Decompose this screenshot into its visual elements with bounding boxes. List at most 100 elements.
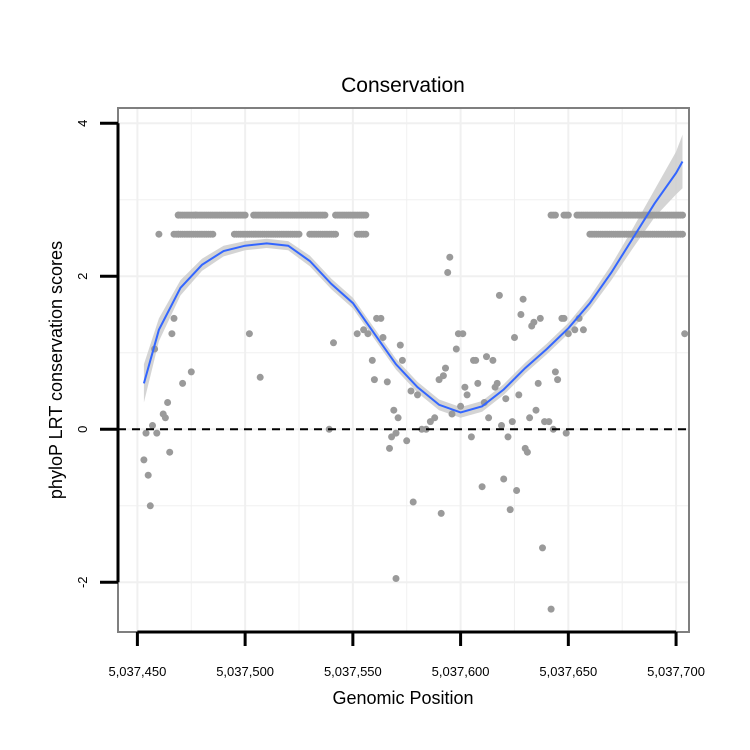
data-point xyxy=(377,314,385,322)
data-point xyxy=(379,334,387,341)
data-point xyxy=(245,330,253,338)
data-point xyxy=(396,341,404,349)
data-point xyxy=(321,211,329,219)
data-point xyxy=(681,330,689,338)
smooth-line xyxy=(142,161,684,414)
data-point xyxy=(392,575,400,582)
x-tick-label: 5,037,550 xyxy=(324,664,382,679)
data-point xyxy=(500,475,508,483)
data-point xyxy=(149,422,156,429)
data-point xyxy=(256,373,264,381)
x-axis-label: Genomic Position xyxy=(332,688,473,708)
data-point xyxy=(532,406,540,414)
y-axis: -2 0 2 4 xyxy=(75,120,120,588)
data-point xyxy=(383,378,391,386)
data-point xyxy=(478,483,486,491)
x-tick-label: 5,037,450 xyxy=(108,664,166,679)
data-point xyxy=(332,230,340,238)
data-point xyxy=(444,269,452,276)
data-points xyxy=(140,211,689,613)
data-point xyxy=(168,330,176,338)
data-point xyxy=(517,311,525,318)
data-point xyxy=(142,429,150,437)
x-tick-label: 5,037,650 xyxy=(539,664,597,679)
data-point xyxy=(536,314,544,322)
x-tick-label: 5,037,700 xyxy=(647,664,705,679)
data-point xyxy=(564,330,572,338)
data-point xyxy=(467,433,475,441)
data-point xyxy=(362,230,370,238)
y-tick-label: -2 xyxy=(75,576,90,588)
data-point xyxy=(370,376,378,384)
data-point xyxy=(551,211,559,219)
data-point xyxy=(513,487,521,494)
data-point xyxy=(140,456,148,464)
x-tick-label: 5,037,600 xyxy=(432,664,490,679)
data-point xyxy=(526,414,534,422)
data-point xyxy=(353,330,361,338)
data-point xyxy=(166,448,174,456)
data-point xyxy=(519,295,527,303)
data-point xyxy=(493,379,501,387)
data-point xyxy=(506,506,514,514)
data-point xyxy=(463,391,471,399)
data-point xyxy=(414,391,421,399)
data-point xyxy=(554,376,562,384)
data-point xyxy=(407,387,415,395)
data-point xyxy=(461,383,469,391)
data-point xyxy=(457,402,465,410)
data-point xyxy=(564,211,572,219)
data-point xyxy=(448,410,456,418)
data-point xyxy=(446,253,454,261)
data-point xyxy=(170,314,178,322)
data-point xyxy=(504,433,512,441)
data-point xyxy=(530,318,538,326)
data-point xyxy=(295,230,303,238)
data-point xyxy=(155,230,163,238)
x-tick-label: 5,037,500 xyxy=(216,664,274,679)
data-point xyxy=(560,314,568,322)
data-point xyxy=(679,230,686,238)
data-point xyxy=(442,364,449,372)
data-point xyxy=(474,379,482,387)
data-point xyxy=(392,429,400,437)
data-point xyxy=(508,418,516,426)
data-point xyxy=(153,429,161,437)
data-point xyxy=(364,330,372,338)
y-tick-label: 0 xyxy=(75,426,90,433)
data-point xyxy=(534,379,542,387)
data-point xyxy=(403,437,411,445)
x-axis: 5,037,450 5,037,500 5,037,550 5,037,600 5,03… xyxy=(108,630,705,679)
data-point xyxy=(539,544,546,552)
data-point xyxy=(551,368,559,376)
data-point xyxy=(164,399,172,406)
data-point xyxy=(161,414,169,422)
data-point xyxy=(437,509,445,517)
data-point xyxy=(498,422,505,429)
data-point xyxy=(495,291,503,299)
data-point xyxy=(209,230,217,238)
data-point xyxy=(390,406,398,414)
data-point xyxy=(362,211,370,219)
data-point xyxy=(431,414,439,422)
data-point xyxy=(394,414,402,422)
data-point xyxy=(545,418,553,426)
data-point xyxy=(398,356,406,364)
data-point xyxy=(562,429,570,437)
data-point xyxy=(179,379,187,387)
data-point xyxy=(386,444,393,452)
data-point xyxy=(144,471,152,479)
data-point xyxy=(187,368,195,376)
data-point xyxy=(547,605,555,613)
data-point xyxy=(679,211,686,219)
data-point xyxy=(523,448,531,456)
data-point xyxy=(146,502,154,510)
y-tick-label: 2 xyxy=(75,273,90,280)
data-point xyxy=(459,330,467,338)
y-tick-label: 4 xyxy=(75,120,90,127)
data-point xyxy=(571,326,579,334)
data-point xyxy=(485,414,493,422)
data-point xyxy=(579,326,587,334)
